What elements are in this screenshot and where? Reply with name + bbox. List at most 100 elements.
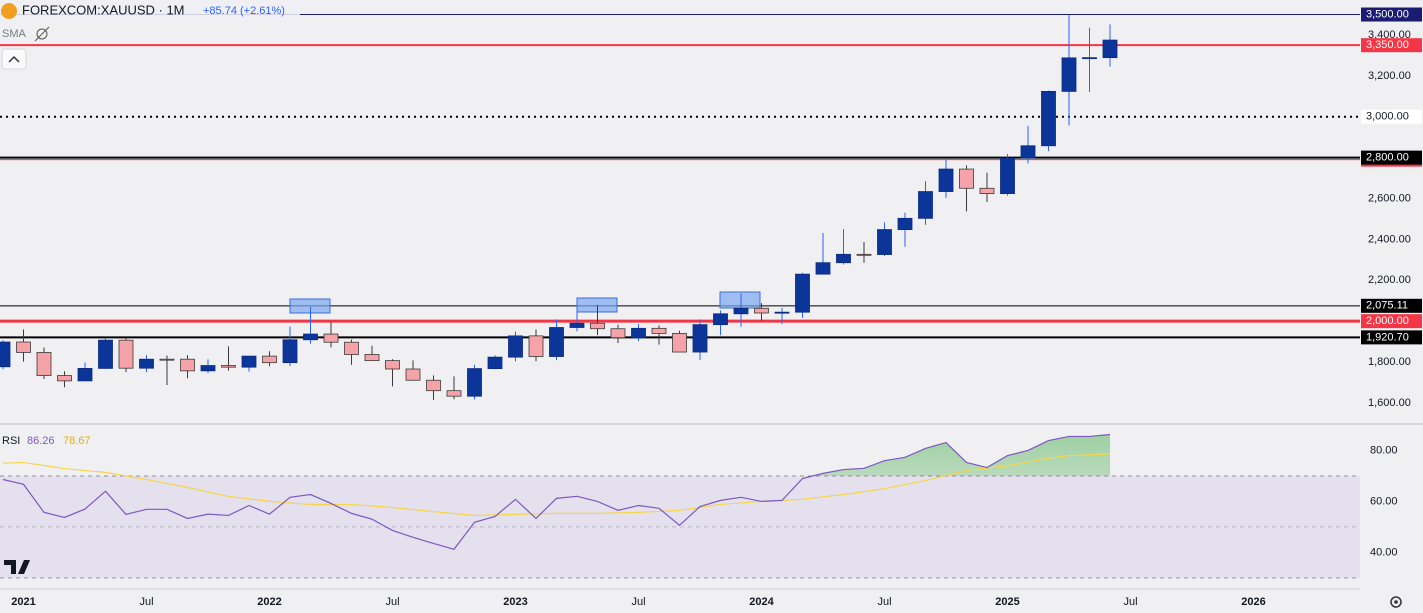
y-tick-label: 3,400.00 — [1368, 29, 1411, 41]
symbol-logo — [1, 3, 17, 19]
candle-body — [262, 355, 277, 364]
x-tick-label: 2025 — [995, 596, 1019, 608]
candle-body — [16, 341, 31, 353]
candle-body — [57, 375, 72, 382]
candle-body — [1041, 90, 1056, 147]
candle-body — [631, 327, 646, 339]
level-label: 3,500.00 — [1366, 8, 1409, 20]
x-tick-label: Jul — [631, 596, 645, 608]
symbol: FOREXCOM:XAUUSD · 1M — [22, 2, 185, 17]
x-tick-label: Jul — [139, 596, 153, 608]
rsi-overbought-fill — [812, 434, 1110, 476]
level-label: 2,075.11 — [1366, 300, 1408, 312]
candle-body — [98, 339, 113, 369]
candle-body — [610, 328, 626, 339]
x-tick-label: Jul — [877, 596, 891, 608]
tv-logo[interactable] — [4, 560, 30, 574]
rsi-tick-label: 40.00 — [1370, 546, 1398, 558]
candle-body — [1000, 157, 1015, 195]
change: +85.74 (+2.61%) — [203, 5, 285, 17]
candle-body — [713, 313, 728, 326]
candle-body — [508, 335, 523, 358]
candle-body — [733, 307, 749, 315]
candle-body — [344, 341, 359, 355]
candle-body — [405, 368, 421, 381]
candle-body — [897, 217, 913, 230]
level-label: 3,350.00 — [1366, 39, 1409, 51]
eye — [36, 28, 48, 40]
candle-body — [385, 360, 400, 370]
candle-body — [77, 367, 93, 382]
level-label: 2,000.00 — [1366, 315, 1409, 327]
rsi-tick-label: 60.00 — [1370, 495, 1398, 507]
candle-body — [692, 324, 708, 353]
rsi-line — [2, 433, 1111, 550]
x-tick-label: 2023 — [503, 596, 527, 608]
header-bg — [0, 0, 300, 22]
candle-body — [918, 191, 933, 219]
candle-body — [200, 365, 216, 372]
candle-body — [590, 322, 605, 330]
candle-body — [569, 322, 585, 328]
candle-body — [1102, 39, 1118, 59]
x-tick-label: 2021 — [11, 596, 35, 608]
indicator-name[interactable]: SMA — [2, 28, 27, 40]
candle-body — [774, 311, 790, 314]
candle-body — [877, 229, 892, 255]
candle-body — [36, 352, 52, 376]
level-labels: 3,500.003,350.003,000.002,790.072,800.00… — [1361, 7, 1422, 345]
settings-icon[interactable] — [1390, 596, 1402, 608]
highlight-box — [719, 291, 761, 309]
rsi-ma-value: 78.67 — [63, 435, 91, 447]
candle-body — [159, 358, 175, 361]
level-label-bg — [1361, 7, 1422, 22]
candle-body — [180, 358, 195, 372]
y-tick-label: 1,800.00 — [1368, 356, 1411, 368]
level-label-bg — [1361, 109, 1422, 124]
visibility-icon[interactable] — [34, 26, 50, 42]
candle-body — [672, 333, 687, 353]
candle-body — [426, 379, 441, 392]
candle-body — [1082, 57, 1097, 60]
rsi-name: RSI — [2, 435, 20, 447]
rsi-ma-line — [2, 453, 1111, 517]
level-label-bg — [1361, 298, 1422, 313]
rsi-pane: 40.00 60.00 80.00 — [0, 433, 1398, 579]
candle-body — [118, 339, 134, 369]
level-label-bg — [1361, 330, 1422, 345]
y-tick-label: 2,400.00 — [1368, 233, 1411, 245]
collapse-icon — [8, 55, 20, 63]
candle-body — [323, 333, 339, 343]
candle-body — [938, 168, 954, 192]
candle-body — [1020, 145, 1036, 159]
rsi-value: 86.26 — [27, 435, 55, 447]
x-tick-label: Jul — [1123, 596, 1137, 608]
candle-body — [446, 390, 462, 397]
candle-body — [0, 341, 11, 368]
gear — [1390, 596, 1402, 608]
y-tick-label: 1,600.00 — [1368, 397, 1411, 409]
collapse-button[interactable] — [1, 48, 27, 70]
level-label: 2,800.00 — [1366, 152, 1409, 164]
y-tick-label: 2,200.00 — [1368, 274, 1411, 286]
tv-logo-shape — [4, 560, 30, 574]
candle-body — [241, 355, 257, 368]
candle-body — [282, 339, 298, 364]
level-label-bg — [1361, 314, 1422, 329]
candle-body — [487, 356, 503, 369]
y-tick-label: 3,200.00 — [1368, 70, 1411, 82]
rsi-band — [0, 475, 1360, 578]
gear-center — [1394, 600, 1398, 604]
candle-body — [651, 327, 667, 334]
x-tick-label: Jul — [385, 596, 399, 608]
level-label: 3,000.00 — [1366, 111, 1409, 123]
candle-body — [303, 333, 318, 341]
x-tick-label: 2024 — [749, 596, 774, 608]
candle-body — [364, 354, 380, 362]
candle-body — [856, 253, 872, 256]
candle-body — [836, 253, 851, 264]
candle-body — [549, 327, 564, 357]
candle-body — [754, 307, 769, 314]
